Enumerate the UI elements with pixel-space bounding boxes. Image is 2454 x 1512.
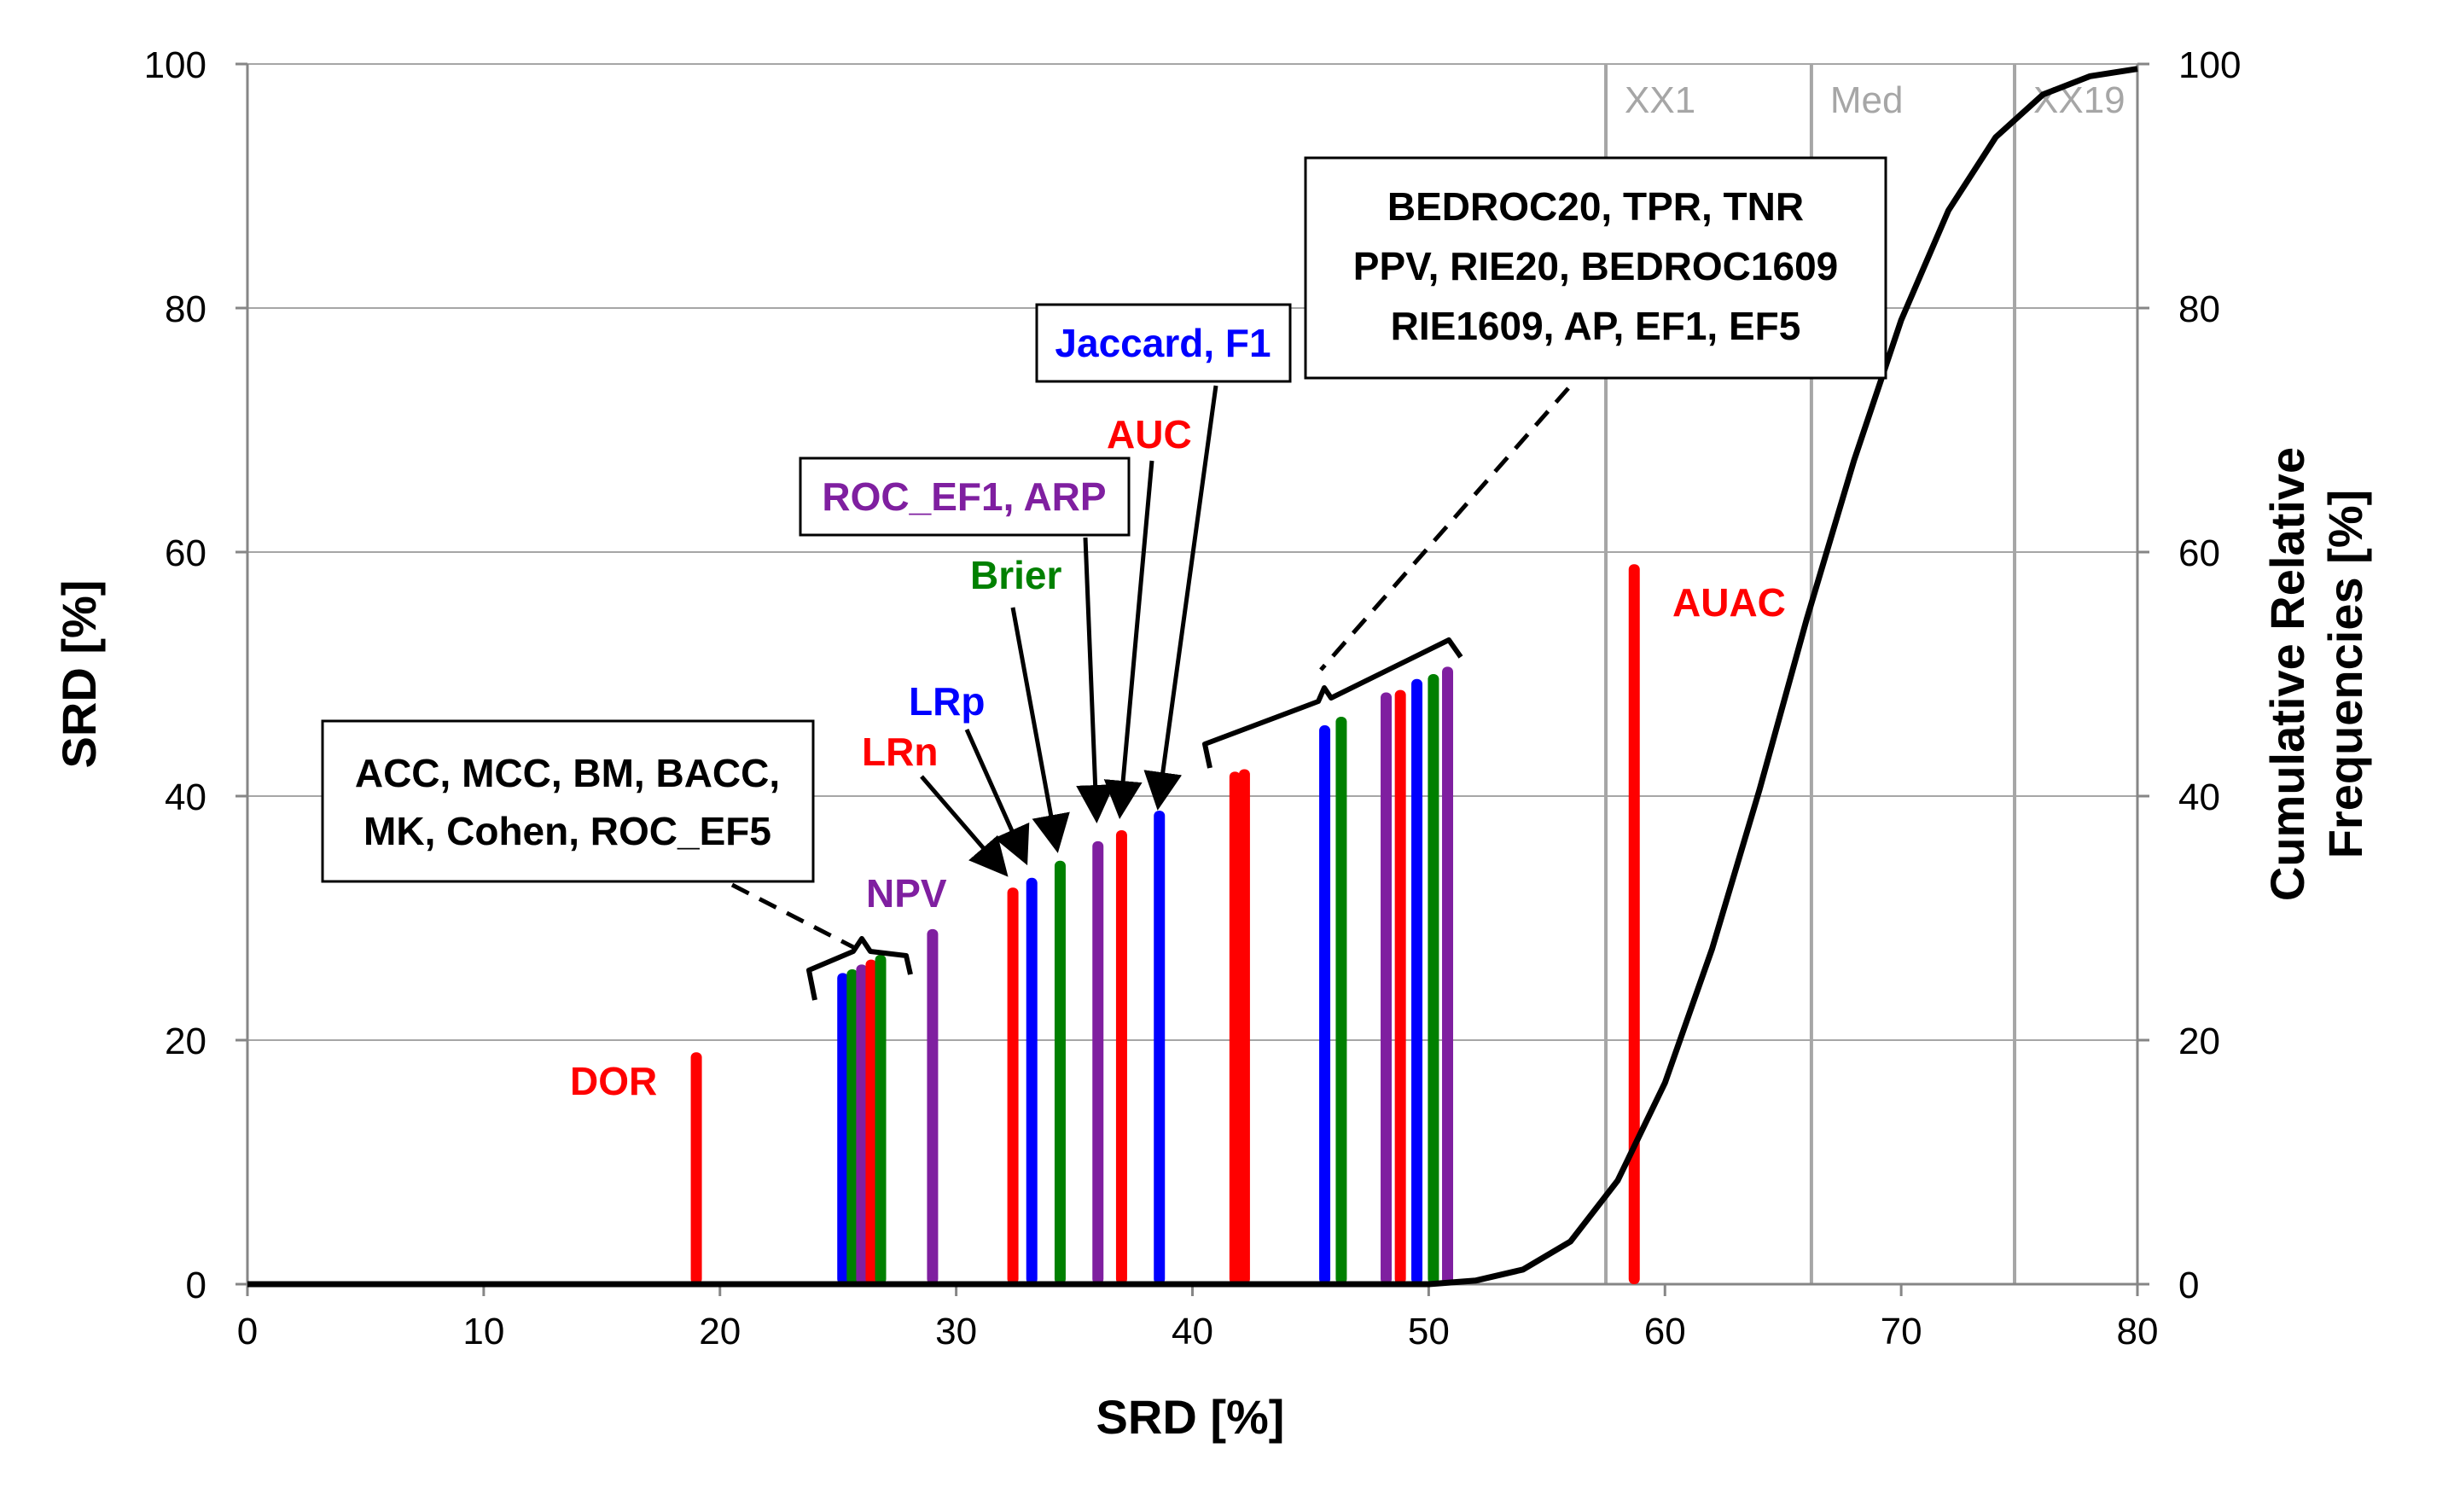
bar-4 [865,959,877,1284]
bar-13 [1229,771,1241,1284]
label-npv: NPV [866,871,947,916]
y-tick-label-3: 60 [165,532,206,574]
y-tick-label-2: 40 [165,776,206,818]
annotation-jaccard: Jaccard, F1 [1055,321,1271,365]
annotation-acc-line2: MK, Cohen, ROC_EF5 [363,809,771,853]
y2-tick-label-3: 60 [2178,532,2220,574]
bar-3 [856,964,868,1284]
annotation-box-bedroc-group [1304,156,1887,380]
arrow-auc [1103,460,1154,819]
bar-14 [1238,769,1250,1284]
dashed-leaders [730,387,1570,950]
bar-15 [1319,725,1331,1284]
bar-11 [1115,830,1127,1284]
tick-labels: 0 10 20 30 40 50 60 70 80 0 20 40 60 80 100 0 20 40 60 80 10… [144,44,2242,1352]
annotation-bedroc-line3: RIE1609, AP, EF1, EF5 [1391,304,1801,348]
bar-6 [927,928,939,1284]
bar-10 [1092,840,1104,1284]
x-tick-label-6: 60 [1644,1311,1686,1352]
cumulative-curve [247,66,2138,1288]
label-auc: AUC [1107,412,1192,457]
bracket-acc-group [806,936,913,1001]
y-tick-label-4: 80 [165,288,206,330]
bar-16 [1335,717,1347,1284]
x-tick-label-4: 40 [1172,1311,1213,1352]
y-axis-title: SRD [%] [52,580,106,769]
bar-8 [1026,877,1038,1284]
x-tick-label-5: 50 [1408,1311,1450,1352]
y2-tick-label-0: 0 [2178,1265,2199,1306]
label-lrn: LRn [862,730,938,774]
x-axis-title: SRD [%] [1096,1390,1285,1444]
y2-tick-label-2: 40 [2178,776,2220,818]
x-tick-label-0: 0 [237,1311,258,1352]
annotation-bedroc-line1: BEDROC20, TPR, TNR [1387,184,1804,229]
bar-2 [846,969,858,1284]
bars-layer [690,564,1640,1284]
x-tick-label-3: 30 [935,1311,977,1352]
annotation-box-acc-group [321,719,815,883]
bar-7 [1007,887,1019,1284]
y2-axis-title-line1: Cumulative Relative [2260,447,2314,901]
arrow-brier [1010,607,1070,853]
brackets [806,637,1463,1001]
cumulative-curve-layer [247,66,2138,1288]
bar-0 [690,1052,702,1284]
y-tick-label-1: 20 [165,1021,206,1062]
y2-tick-label-1: 20 [2178,1021,2220,1062]
x-tick-label-1: 10 [462,1311,504,1352]
bar-9 [1054,860,1066,1284]
leader-acc-group [730,882,855,950]
y-tick-label-0: 0 [186,1265,206,1306]
annotation-box-jaccard [1035,303,1292,383]
arrow-lrn [920,775,1009,877]
bar-1 [837,973,849,1284]
bar-20 [1428,674,1439,1284]
annotation-bedroc-line2: PPV, RIE20, BEDROC1609 [1353,244,1838,288]
y2-axis-title-line2: Frequencies [%] [2318,490,2372,859]
arrow-lrp [964,728,1030,866]
y2-tick-label-5: 100 [2178,44,2241,86]
axes-layer [236,62,2149,1296]
x-tick-label-8: 80 [2117,1311,2159,1352]
bar-18 [1394,689,1406,1284]
bar-22 [1628,564,1640,1284]
bar-21 [1442,666,1454,1284]
bracket-bedroc-group [1202,637,1463,769]
y2-tick-label-4: 80 [2178,288,2220,330]
bar-5 [875,954,887,1284]
arrow-roc-ef1 [1076,537,1115,823]
annotation-roc-ef1: ROC_EF1, ARP [822,474,1106,519]
refline-label-0: XX1 [1625,79,1695,121]
bar-17 [1381,692,1393,1284]
arrow-jaccard [1143,385,1218,811]
leader-bedroc-group [1319,387,1570,672]
refline-label-2: XX19 [2033,79,2125,121]
label-lrp: LRp [909,679,985,724]
bar-12 [1154,811,1166,1284]
annotation-acc-line1: ACC, MCC, BM, BACC, [355,751,780,795]
label-brier: Brier [970,553,1061,597]
annotation-box-roc-ef1 [799,457,1131,537]
y-tick-label-5: 100 [144,44,206,86]
annotation-arrows [920,385,1218,877]
x-tick-label-7: 70 [1881,1311,1922,1352]
x-tick-label-2: 20 [699,1311,741,1352]
refline-label-1: Med [1830,79,1904,121]
reference-lines: XX1 Med XX19 [1604,64,2125,1284]
label-dor: DOR [570,1059,657,1103]
bar-19 [1411,678,1423,1284]
label-auac: AUAC [1672,580,1786,625]
